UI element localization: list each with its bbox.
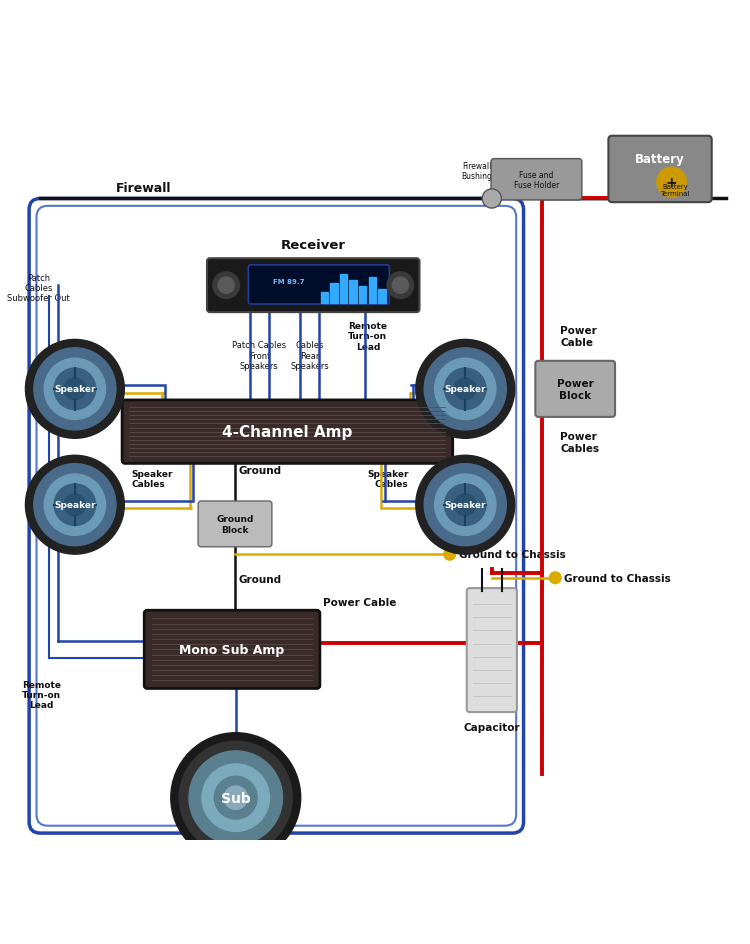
Bar <box>368 278 376 304</box>
Text: Remote
Turn-on
Lead: Remote Turn-on Lead <box>348 322 388 351</box>
Text: Ground: Ground <box>238 574 282 584</box>
Text: Power
Cables: Power Cables <box>560 431 599 453</box>
Text: Speaker: Speaker <box>445 385 486 394</box>
Circle shape <box>179 741 292 854</box>
Circle shape <box>34 348 116 430</box>
Bar <box>359 287 366 304</box>
Text: Speaker
Cables: Speaker Cables <box>367 469 409 489</box>
Circle shape <box>54 369 96 411</box>
FancyBboxPatch shape <box>491 160 582 201</box>
Text: +: + <box>666 176 677 190</box>
Text: Patch
Cables
Subwoofer Out: Patch Cables Subwoofer Out <box>8 274 70 303</box>
Circle shape <box>214 776 257 819</box>
Circle shape <box>392 278 409 294</box>
Circle shape <box>434 475 496 536</box>
FancyBboxPatch shape <box>144 611 320 689</box>
Text: Ground: Ground <box>238 465 282 476</box>
Circle shape <box>445 484 486 526</box>
Bar <box>340 275 347 304</box>
Text: Power Cable: Power Cable <box>322 598 396 608</box>
Circle shape <box>189 751 283 845</box>
FancyBboxPatch shape <box>198 501 272 548</box>
FancyBboxPatch shape <box>466 588 517 713</box>
Circle shape <box>202 764 269 832</box>
Circle shape <box>34 464 116 547</box>
Text: Ground
Block: Ground Block <box>216 514 254 534</box>
Circle shape <box>454 495 476 516</box>
Circle shape <box>44 359 106 420</box>
Text: Sub: Sub <box>220 791 251 805</box>
Circle shape <box>444 548 456 561</box>
Text: Mono Sub Amp: Mono Sub Amp <box>179 643 285 656</box>
Circle shape <box>416 340 514 439</box>
FancyBboxPatch shape <box>536 362 615 417</box>
Text: Firewall: Firewall <box>116 182 171 194</box>
Text: Ground to Chassis: Ground to Chassis <box>564 573 671 583</box>
FancyBboxPatch shape <box>122 400 453 464</box>
Circle shape <box>434 359 496 420</box>
Text: Receiver: Receiver <box>280 239 346 252</box>
Text: Fuse and
Fuse Holder: Fuse and Fuse Holder <box>514 171 559 190</box>
Bar <box>330 283 338 304</box>
Text: Power
Block: Power Block <box>556 379 593 400</box>
Text: Firewall: Firewall <box>617 182 673 194</box>
Circle shape <box>64 379 86 400</box>
Circle shape <box>454 379 476 400</box>
Circle shape <box>26 456 124 554</box>
Text: FM 89.7: FM 89.7 <box>273 279 304 285</box>
Circle shape <box>218 278 234 294</box>
Text: Ground to Chassis: Ground to Chassis <box>459 549 566 560</box>
Text: Cables
Rear
Speakers: Cables Rear Speakers <box>290 341 329 371</box>
Circle shape <box>64 495 86 516</box>
Text: Speaker
Cables: Speaker Cables <box>132 469 173 489</box>
Bar <box>378 290 386 304</box>
Circle shape <box>549 572 561 584</box>
Text: Remote
Turn-on
Lead: Remote Turn-on Lead <box>22 680 62 710</box>
Text: Speaker: Speaker <box>445 500 486 510</box>
Circle shape <box>416 456 514 554</box>
Text: Firewall
Bushing: Firewall Bushing <box>461 161 493 181</box>
FancyBboxPatch shape <box>248 265 389 305</box>
Circle shape <box>171 733 301 863</box>
Circle shape <box>54 484 96 526</box>
Text: Speaker: Speaker <box>54 500 96 510</box>
FancyBboxPatch shape <box>207 259 419 312</box>
Circle shape <box>482 190 502 209</box>
Circle shape <box>424 348 506 430</box>
Text: Power
Cable: Power Cable <box>560 326 597 347</box>
Circle shape <box>424 464 506 547</box>
Circle shape <box>445 369 486 411</box>
Bar <box>320 293 328 304</box>
Text: 4-Channel Amp: 4-Channel Amp <box>222 425 352 440</box>
Circle shape <box>224 786 248 810</box>
Text: Battery: Battery <box>635 153 685 166</box>
Circle shape <box>44 475 106 536</box>
Bar <box>350 280 357 304</box>
Circle shape <box>387 273 413 299</box>
Text: Speaker
Cables: Speaker Cables <box>367 406 409 425</box>
Circle shape <box>26 340 124 439</box>
FancyBboxPatch shape <box>608 137 712 203</box>
Circle shape <box>213 273 239 299</box>
Circle shape <box>657 168 686 197</box>
Text: Patch Cables
Front
Speakers: Patch Cables Front Speakers <box>232 341 286 371</box>
Text: Capacitor: Capacitor <box>464 723 520 733</box>
Text: Speaker
Cables: Speaker Cables <box>132 406 173 425</box>
Text: Speaker: Speaker <box>54 385 96 394</box>
Text: Battery
Terminal: Battery Terminal <box>661 183 690 196</box>
